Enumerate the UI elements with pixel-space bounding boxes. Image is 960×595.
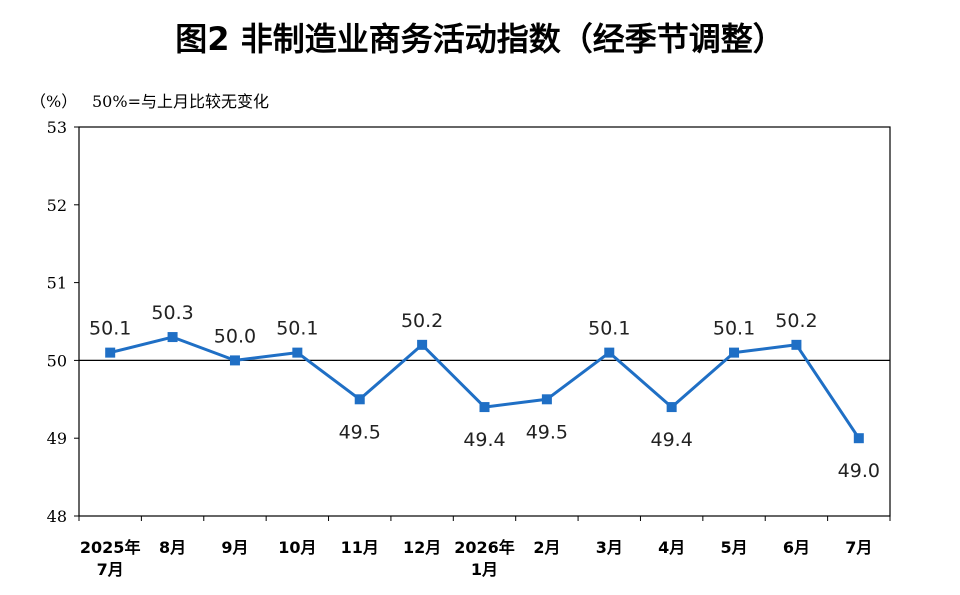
x-tick-label: 1月 xyxy=(471,560,498,579)
data-label: 49.5 xyxy=(339,421,381,443)
plot-frame xyxy=(78,126,891,517)
data-point-marker xyxy=(666,402,677,413)
data-label: 50.2 xyxy=(401,310,443,332)
x-tick-label: 7月 xyxy=(845,538,872,557)
x-tick-label: 6月 xyxy=(783,538,810,557)
data-label: 49.4 xyxy=(650,429,692,451)
data-label: 50.1 xyxy=(713,318,755,340)
y-tick-label: 48 xyxy=(47,507,67,526)
x-tick-label: 2月 xyxy=(533,538,560,557)
data-point-marker xyxy=(167,332,178,343)
data-label: 49.4 xyxy=(463,429,505,451)
y-tick-label: 51 xyxy=(47,274,67,293)
x-tick-label: 7月 xyxy=(97,560,124,579)
y-tick-label: 52 xyxy=(47,196,67,215)
x-tick-label: 5月 xyxy=(720,538,747,557)
x-tick-label: 9月 xyxy=(221,538,248,557)
data-point-marker xyxy=(105,347,116,358)
y-unit-label: （%） xyxy=(30,92,78,111)
x-tick-label: 4月 xyxy=(658,538,685,557)
data-point-marker xyxy=(354,394,365,405)
x-tick-label: 10月 xyxy=(278,538,316,557)
data-label: 50.2 xyxy=(775,310,817,332)
y-tick-label: 50 xyxy=(47,351,67,370)
data-point-marker xyxy=(541,394,552,405)
data-label: 50.1 xyxy=(588,318,630,340)
y-tick-label: 49 xyxy=(47,429,67,448)
data-point-marker xyxy=(729,347,740,358)
data-points xyxy=(105,332,864,444)
data-point-marker xyxy=(479,402,490,413)
data-label: 49.5 xyxy=(526,421,568,443)
series-line xyxy=(109,335,861,440)
x-axis: 2025年 7月 8月 9月 10月 11月 12月 2026年 1月 2月 3月 4月 5月 6月 7月 xyxy=(78,516,891,579)
data-label: 50.1 xyxy=(89,318,131,340)
data-point-marker xyxy=(791,339,802,350)
x-tick-label: 12月 xyxy=(403,538,441,557)
data-point-marker xyxy=(229,355,240,366)
y-axis: 48 49 50 51 52 53 xyxy=(47,118,79,526)
y-tick-label: 53 xyxy=(47,118,67,137)
data-label: 50.0 xyxy=(214,325,256,347)
data-point-marker xyxy=(417,339,428,350)
x-tick-label: 2025年 xyxy=(80,538,141,557)
data-point-marker xyxy=(604,347,615,358)
reference-note: 50%=与上月比较无变化 xyxy=(92,92,269,111)
data-label: 49.0 xyxy=(838,460,880,482)
data-labels: 50.1 50.3 50.0 50.1 49.5 50.2 49.4 49.5 50.1 49.4… xyxy=(89,302,880,482)
x-tick-label: 2026年 xyxy=(454,538,515,557)
x-tick-label: 3月 xyxy=(596,538,623,557)
data-point-marker xyxy=(853,433,864,444)
x-tick-label: 11月 xyxy=(341,538,379,557)
chart-title: 图2 非制造业商务活动指数（经季节调整） xyxy=(175,20,785,58)
data-label: 50.1 xyxy=(276,318,318,340)
data-label: 50.3 xyxy=(151,302,193,324)
x-tick-label: 8月 xyxy=(159,538,186,557)
data-point-marker xyxy=(292,347,303,358)
